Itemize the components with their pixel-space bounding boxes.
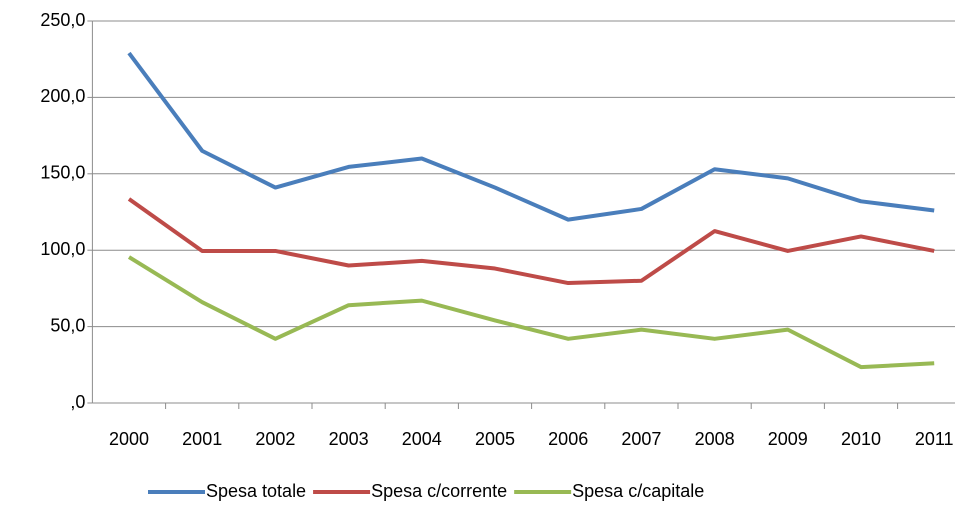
x-tick-label: 2010 — [841, 429, 881, 449]
x-tick-label: 2004 — [402, 429, 442, 449]
legend-label: Spesa c/corrente — [371, 481, 507, 501]
y-tick-label: 200,0 — [40, 86, 85, 106]
x-tick-label: 2002 — [255, 429, 295, 449]
x-tick-label: 2000 — [109, 429, 149, 449]
line — [127, 255, 935, 370]
legend-label: Spesa totale — [206, 481, 306, 501]
y-tick-label: 150,0 — [40, 163, 85, 183]
x-tick-label: 2006 — [548, 429, 588, 449]
line — [127, 197, 935, 286]
x-tick-label: 2001 — [182, 429, 222, 449]
y-tick-label: ,0 — [70, 392, 85, 412]
x-tick-label: 2009 — [768, 429, 808, 449]
x-tick-label: 2007 — [621, 429, 661, 449]
line — [127, 51, 935, 222]
x-tick-label: 2005 — [475, 429, 515, 449]
y-tick-label: 250,0 — [40, 10, 85, 30]
x-tick-label: 2008 — [695, 429, 735, 449]
legend-label: Spesa c/capitale — [572, 481, 704, 501]
y-tick-label: 100,0 — [40, 239, 85, 259]
y-tick-label: 50,0 — [50, 315, 85, 335]
x-tick-label: 2011 — [915, 429, 954, 449]
x-tick-label: 2003 — [329, 429, 369, 449]
